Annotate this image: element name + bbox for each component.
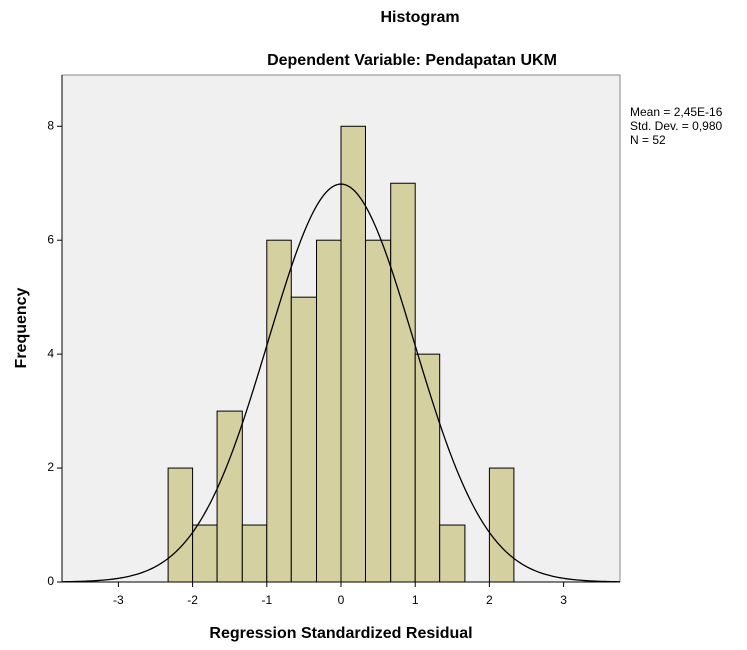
x-axis-label: Regression Standardized Residual xyxy=(209,625,472,642)
x-tick-label: 3 xyxy=(560,593,567,607)
bar xyxy=(488,467,515,583)
bar xyxy=(167,467,194,583)
y-tick-label: 8 xyxy=(47,118,54,132)
bar xyxy=(266,239,292,583)
chart-subtitle: Dependent Variable: Pendapatan UKM xyxy=(267,52,557,69)
x-tick-label: 2 xyxy=(486,593,493,607)
y-tick-label: 4 xyxy=(47,346,54,360)
y-axis-label: Frequency xyxy=(13,287,30,368)
bar xyxy=(364,239,392,583)
x-tick-label: -2 xyxy=(187,593,198,607)
bar xyxy=(290,296,318,583)
bar xyxy=(216,410,243,583)
bar xyxy=(241,524,268,583)
x-tick-label: 1 xyxy=(412,593,419,607)
x-tick-label: -3 xyxy=(113,593,124,607)
bar xyxy=(192,524,218,583)
y-tick-label: 6 xyxy=(47,232,54,246)
bar xyxy=(439,524,466,583)
stats-label: N = 52 xyxy=(630,133,666,147)
x-tick-label: 0 xyxy=(338,593,345,607)
y-tick-label: 0 xyxy=(47,574,54,588)
bar xyxy=(340,125,366,583)
x-tick-label: -1 xyxy=(261,593,272,607)
normal-curve xyxy=(61,183,621,583)
bar xyxy=(316,239,342,583)
chart-title: Histogram xyxy=(380,9,459,26)
y-tick-label: 2 xyxy=(47,460,54,474)
bar xyxy=(390,182,416,583)
stats-label: Std. Dev. = 0,980 xyxy=(630,119,722,133)
bar xyxy=(414,353,441,583)
stats-label: Mean = 2,45E-16 xyxy=(630,105,723,119)
